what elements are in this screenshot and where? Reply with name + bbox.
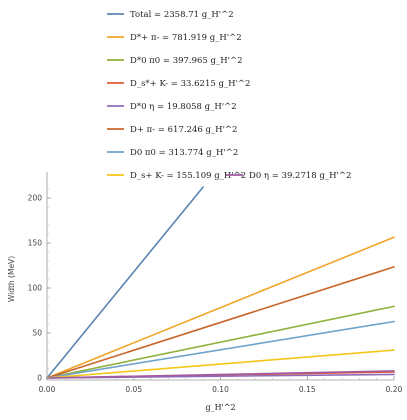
series-line: [46, 349, 395, 379]
legend-label: D0 π0 = 313.774 g_H'^2: [130, 148, 238, 158]
x-tick-label: 0.05: [125, 385, 142, 394]
legend-item: D+ π- = 617.246 g_H'^2: [107, 125, 237, 135]
legend-item: D*+ π- = 781.919 g_H'^2: [107, 33, 242, 43]
legend-label: D*+ π- = 781.919 g_H'^2: [130, 33, 242, 43]
y-tick-label: 150: [28, 239, 43, 248]
x-tick-label: 0.15: [299, 385, 316, 394]
x-tick-label: 0.10: [212, 385, 229, 394]
legend-label: D+ π- = 617.246 g_H'^2: [130, 125, 237, 135]
series-line: [46, 236, 395, 379]
legend-item: Total = 2358.71 g_H'^2: [107, 10, 234, 20]
legend-item: D*0 π0 = 397.965 g_H'^2: [107, 56, 243, 66]
y-tick-label: 0: [37, 374, 42, 383]
legend-item: D0 η = 39.2718 g_H'^2: [226, 171, 351, 181]
legend-item: D0 π0 = 313.774 g_H'^2: [107, 148, 238, 158]
axes: 0 50 100 150 200 0.00 0.05 0.10 0.15 0.20 Width (M…: [7, 172, 403, 412]
series-line: [46, 370, 395, 379]
legend-item: D_s+ K- = 155.109 g_H'^2: [107, 171, 246, 181]
series-line: [46, 305, 395, 379]
legend-label: D0 η = 39.2718 g_H'^2: [249, 171, 351, 181]
series-line: [46, 186, 204, 379]
y-tick-label: 50: [32, 329, 42, 338]
legend-label: D*0 π0 = 397.965 g_H'^2: [130, 56, 243, 66]
legend-item: D*0 η = 19.8058 g_H'^2: [107, 102, 237, 112]
x-tick-label: 0.00: [39, 385, 56, 394]
y-tick-label: 200: [28, 194, 43, 203]
legend: Total = 2358.71 g_H'^2 D*+ π- = 781.919 g…: [107, 10, 351, 181]
plot-area: [46, 186, 395, 379]
series-line: [46, 320, 395, 379]
x-tick-label: 0.20: [386, 385, 403, 394]
y-axis-label: Width (MeV): [7, 256, 16, 302]
x-axis-label: g_H'^2: [205, 403, 235, 412]
y-tick-label: 100: [28, 284, 43, 293]
legend-item: D_s*+ K- = 33.6215 g_H'^2: [107, 79, 250, 89]
legend-label: D_s*+ K- = 33.6215 g_H'^2: [130, 79, 250, 89]
series-line: [46, 266, 395, 379]
legend-label: D_s+ K- = 155.109 g_H'^2: [130, 171, 246, 181]
legend-label: D*0 η = 19.8058 g_H'^2: [130, 102, 237, 112]
legend-label: Total = 2358.71 g_H'^2: [130, 10, 234, 20]
